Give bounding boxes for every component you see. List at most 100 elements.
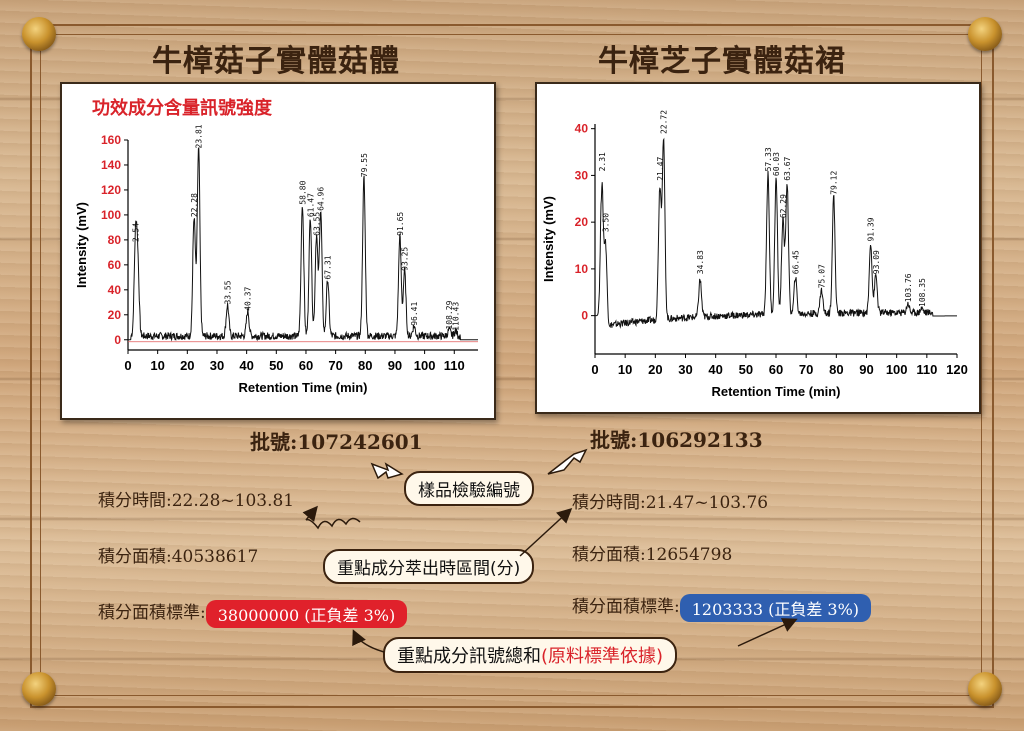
peak-label: 60.03	[772, 152, 781, 176]
peak-label: 93.09	[872, 250, 881, 274]
left-area-standard-label: 積分面積標準:	[98, 603, 206, 623]
peak-label: 34.83	[696, 250, 705, 274]
y-tick-label: 40	[575, 122, 589, 136]
x-tick-label: 80	[358, 358, 372, 373]
right-integration-area: 積分面積:12654798	[572, 545, 733, 565]
arrow-to-right-time	[519, 507, 573, 557]
arrow-to-left-time	[302, 505, 361, 530]
peak-label: 57.33	[764, 147, 773, 171]
x-tick-label: 100	[886, 362, 908, 377]
corner-stud-top-right	[968, 17, 1002, 51]
right-heading: 牛樟芝子實體菇裙	[598, 44, 846, 79]
peak-label: 58.80	[298, 180, 307, 204]
x-tick-label: 20	[648, 362, 662, 377]
y-axis-label: Intensity (mV)	[74, 202, 89, 288]
x-tick-label: 80	[829, 362, 843, 377]
y-tick-label: 120	[101, 183, 121, 197]
x-axis-label: Retention Time (min)	[238, 380, 367, 395]
peak-label: 22.28	[190, 193, 199, 217]
peak-label: 66.45	[791, 250, 800, 274]
right-batch-number: 批號:106292133	[590, 428, 763, 452]
left-area-standard: 積分面積標準: 38000000 (正負差 3%)	[98, 598, 408, 628]
y-tick-label: 0	[581, 309, 588, 323]
right-area-standard: 積分面積標準: 1203333 (正負差 3%)	[572, 592, 872, 622]
left-integration-area: 積分面積:40538617	[98, 547, 259, 567]
peak-label: 63.67	[783, 156, 792, 180]
x-tick-label: 110	[444, 358, 465, 373]
x-tick-label: 90	[388, 358, 402, 373]
x-tick-label: 60	[769, 362, 783, 377]
x-tick-label: 70	[799, 362, 813, 377]
peak-label: 22.72	[660, 110, 669, 134]
chromatogram-trace	[128, 146, 478, 342]
x-tick-label: 60	[299, 358, 313, 373]
peak-label: 33.55	[224, 280, 233, 304]
y-tick-label: 100	[101, 208, 121, 222]
peak-label: 67.31	[324, 255, 333, 279]
x-tick-label: 40	[708, 362, 722, 377]
y-tick-label: 30	[575, 168, 589, 182]
x-tick-label: 120	[946, 362, 968, 377]
peak-label: 103.76	[904, 273, 913, 302]
peak-label: 79.55	[360, 153, 369, 177]
left-chart-panel: 功效成分含量訊號強度 0 20 40 60 80 100 120 140 160 0 10 20 30 40…	[60, 82, 496, 420]
x-tick-label: 10	[618, 362, 632, 377]
peak-label: 61.47	[306, 193, 315, 217]
signal-sum-callout: 重點成分訊號總和(原料標準依據)	[383, 637, 678, 673]
peak-label: 64.96	[317, 187, 326, 211]
corner-stud-bottom-right	[968, 672, 1002, 706]
left-batch-number: 批號:107242601	[250, 430, 423, 454]
x-tick-label: 0	[124, 358, 131, 373]
x-tick-label: 110	[916, 362, 937, 377]
peak-label: 62.29	[779, 194, 788, 218]
peak-label: 2.54	[132, 223, 141, 242]
signal-sum-label: 重點成分訊號總和	[397, 646, 541, 667]
y-tick-label: 140	[101, 158, 121, 172]
arrow-to-right-standard	[737, 618, 798, 647]
left-heading: 牛樟菇子實體菇體	[152, 44, 400, 79]
y-tick-label: 10	[575, 262, 589, 276]
left-chromatogram: 功效成分含量訊號強度 0 20 40 60 80 100 120 140 160 0 10 20 30 40…	[74, 97, 478, 395]
peak-label: 21.47	[656, 156, 665, 180]
y-axis-label: Intensity (mV)	[541, 196, 556, 282]
peak-label: 93.25	[401, 247, 410, 271]
x-tick-label: 50	[269, 358, 283, 373]
right-integration-time: 積分時間:21.47~103.76	[572, 493, 769, 513]
peak-label: 108.29	[445, 300, 454, 329]
peak-label: 96.41	[410, 302, 419, 326]
x-tick-label: 0	[591, 362, 598, 377]
x-tick-label: 30	[678, 362, 692, 377]
corner-stud-bottom-left	[22, 672, 56, 706]
corner-stud-top-left	[22, 17, 56, 51]
peak-label: 110.43	[452, 302, 461, 331]
y-tick-label: 0	[114, 333, 121, 347]
x-tick-label: 10	[150, 358, 164, 373]
peak-label: 91.39	[867, 217, 876, 241]
peak-label: 63.55	[312, 212, 321, 236]
y-tick-label: 20	[575, 215, 589, 229]
sample-id-callout: 樣品檢驗編號	[404, 471, 534, 506]
y-tick-label: 60	[108, 258, 122, 272]
peak-label: 3.50	[602, 213, 611, 232]
x-tick-label: 70	[328, 358, 342, 373]
arrow-to-left-standard	[352, 629, 385, 653]
peak-label: 2.31	[598, 152, 607, 171]
left-integration-time: 積分時間:22.28~103.81	[98, 491, 295, 511]
x-tick-label: 40	[239, 358, 253, 373]
right-area-standard-value: 1203333 (正負差 3%)	[679, 593, 872, 622]
peak-label: 23.81	[195, 124, 204, 148]
time-interval-callout: 重點成分萃出時區間(分)	[323, 549, 535, 584]
x-axis-label: Retention Time (min)	[711, 384, 840, 399]
signal-sum-note: (原料標準依據)	[541, 646, 664, 667]
peak-label: 108.35	[918, 278, 927, 307]
right-area-standard-label: 積分面積標準:	[572, 597, 680, 617]
chart-title: 功效成分含量訊號強度	[92, 97, 273, 119]
right-chromatogram: 0 10 20 30 40 0 10 20 30 40 50 60 70 80 90 100 110 120 Ret…	[541, 110, 968, 399]
arrow-to-right-batch	[547, 448, 588, 475]
y-tick-label: 40	[108, 283, 122, 297]
y-tick-label: 80	[108, 233, 122, 247]
peak-label: 75.07	[817, 264, 826, 288]
peak-label: 40.37	[244, 287, 253, 311]
arrow-to-left-batch	[370, 462, 404, 480]
y-tick-label: 160	[101, 133, 121, 147]
